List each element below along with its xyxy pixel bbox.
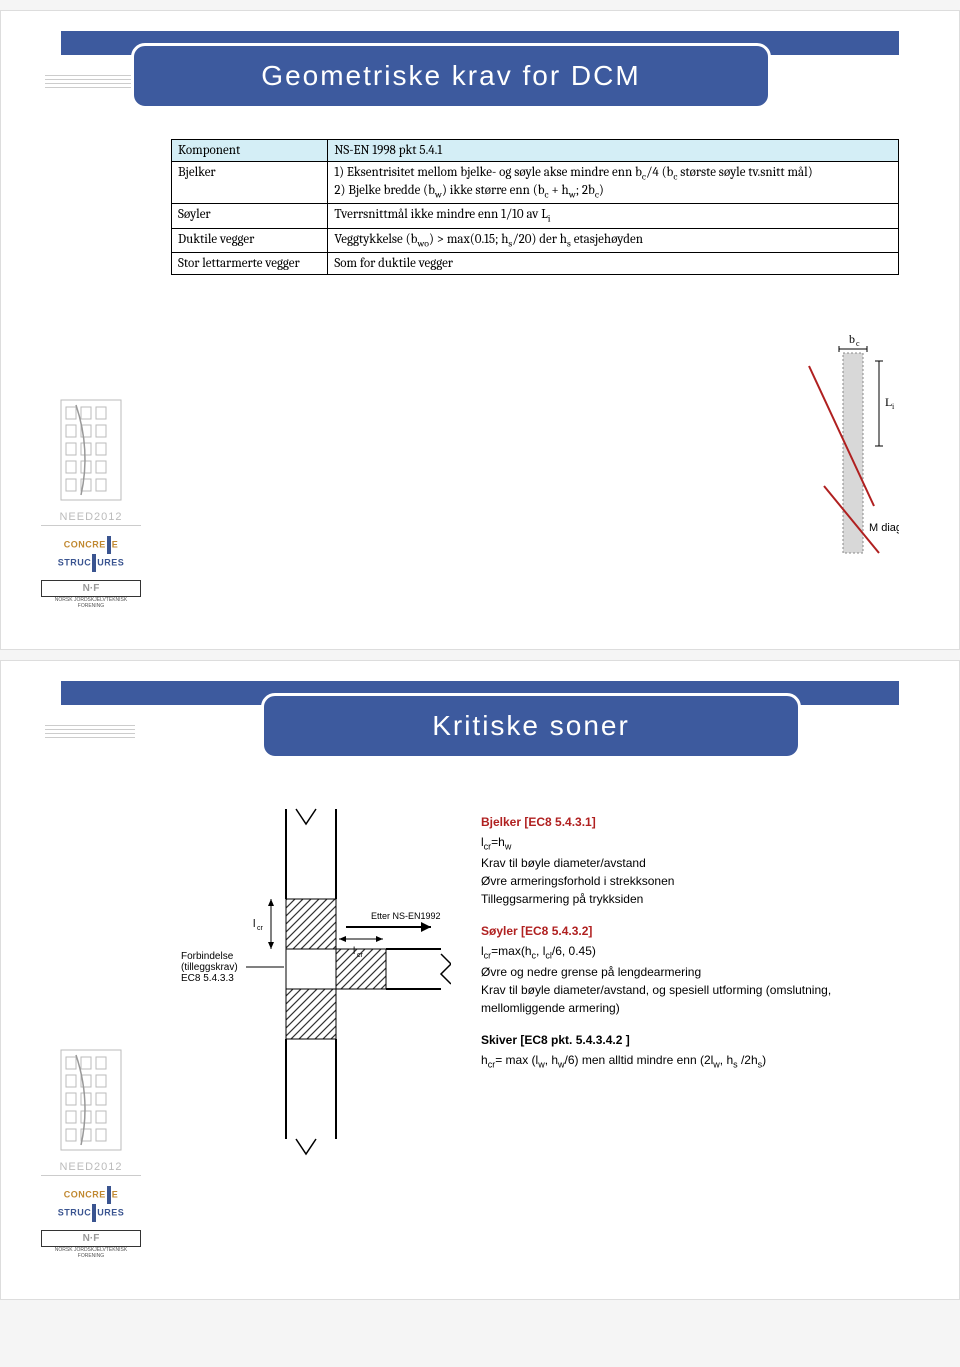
slide-title: Geometriske krav for DCM	[261, 60, 640, 91]
soyler-line: lcr=max(hc, lcl/6, 0.45)	[481, 942, 899, 963]
table-header-row: Komponent NS-EN 1998 pkt 5.4.1	[172, 140, 899, 162]
cell-komponent: Duktile vegger	[172, 228, 328, 253]
bjelker-line: Øvre armeringsforhold i strekksonen	[481, 872, 899, 890]
title-box: Kritiske soner	[261, 693, 801, 759]
column-moment-diagram: b c L i M diagram	[779, 331, 899, 571]
concrete-structures-logo: CONCREE STRUCURES	[58, 1186, 125, 1222]
need-label: NEED2012	[41, 511, 141, 523]
bc-label: b	[849, 332, 855, 346]
sidebar-logos: NEED2012 CONCREE STRUCURES N·F NORSK JOR…	[41, 1045, 141, 1259]
m-diagram-label: M diagram	[869, 522, 899, 534]
slide-header: Kritiske soner	[61, 681, 899, 759]
bjelker-line: Krav til bøyle diameter/avstand	[481, 854, 899, 872]
cell-value: Tverrsnittmål ikke mindre enn 1/10 av Li	[328, 204, 899, 229]
svg-text:l: l	[353, 946, 355, 957]
svg-text:l: l	[253, 918, 255, 930]
column-rect	[843, 353, 863, 553]
bjelker-line: Tilleggsarmering på trykksiden	[481, 890, 899, 908]
slide-title: Kritiske soner	[432, 710, 630, 741]
etter-label: Etter NS-EN1992	[371, 911, 441, 921]
cell-komponent: Bjelker	[172, 162, 328, 204]
moment-line	[809, 366, 874, 506]
building-icon	[56, 1045, 126, 1155]
svg-text:c: c	[856, 339, 860, 348]
col-komponent: Komponent	[172, 140, 328, 162]
nif-logo: N·F NORSK JORDSKJELVTEKNISK FORENING	[41, 1230, 141, 1259]
cell-value: Veggtykkelse (bwo) > max(0.15; hs/20) de…	[328, 228, 899, 253]
requirements-table: Komponent NS-EN 1998 pkt 5.4.1 Bjelker 1…	[171, 139, 899, 275]
title-box: Geometriske krav for DCM	[131, 43, 771, 109]
skiver-line: hcr= max (lw, hw/6) men alltid mindre en…	[481, 1051, 899, 1072]
cell-komponent: Stor lettarmerte vegger	[172, 253, 328, 275]
cell-value: Som for duktile vegger	[328, 253, 899, 275]
table-row: Søyler Tverrsnittmål ikke mindre enn 1/1…	[172, 204, 899, 229]
table-row: Duktile vegger Veggtykkelse (bwo) > max(…	[172, 228, 899, 253]
forbindelse-label: Forbindelse (tilleggskrav) EC8 5.4.3.3	[181, 951, 240, 984]
bjelker-line: lcr=hw	[481, 833, 899, 854]
need-label: NEED2012	[41, 1161, 141, 1173]
sidebar-logos: NEED2012 CONCREE STRUCURES N·F NORSK JOR…	[41, 395, 141, 609]
svg-text:cr: cr	[357, 952, 364, 959]
table-row: Stor lettarmerte vegger Som for duktile …	[172, 253, 899, 275]
slide-content: lcr lcr Etter NS-EN1992 Forbindelse (til…	[171, 799, 899, 1164]
slide-header: Geometriske krav for DCM	[61, 31, 899, 109]
svg-text:cr: cr	[257, 925, 264, 932]
slide-2: Kritiske soner	[0, 660, 960, 1300]
slide-content: Komponent NS-EN 1998 pkt 5.4.1 Bjelker 1…	[171, 139, 899, 275]
concrete-structures-logo: CONCREE STRUCURES	[58, 536, 125, 572]
table-row: Bjelker 1) Eksentrisitet mellom bjelke- …	[172, 162, 899, 204]
critical-zones-text: Bjelker [EC8 5.4.3.1] lcr=hw Krav til bø…	[481, 799, 899, 1164]
nif-logo: N·F NORSK JORDSKJELVTEKNISK FORENING	[41, 580, 141, 609]
cell-komponent: Søyler	[172, 204, 328, 229]
slide-1: Geometriske krav for DCM Komponent NS-EN…	[0, 10, 960, 650]
soyler-line: Krav til bøyle diameter/avstand, og spes…	[481, 981, 899, 1017]
soyler-heading: Søyler [EC8 5.4.3.2]	[481, 922, 899, 940]
skiver-heading: Skiver [EC8 pkt. 5.4.3.4.2 ]	[481, 1031, 899, 1049]
soyler-line: Øvre og nedre grense på lengdearmering	[481, 963, 899, 981]
bjelker-heading: Bjelker [EC8 5.4.3.1]	[481, 813, 899, 831]
building-icon	[56, 395, 126, 505]
cell-value: 1) Eksentrisitet mellom bjelke- og søyle…	[328, 162, 899, 204]
col-standard: NS-EN 1998 pkt 5.4.1	[328, 140, 899, 162]
critical-zones-diagram: lcr lcr Etter NS-EN1992 Forbindelse (til…	[171, 799, 451, 1164]
svg-text:i: i	[892, 402, 895, 411]
